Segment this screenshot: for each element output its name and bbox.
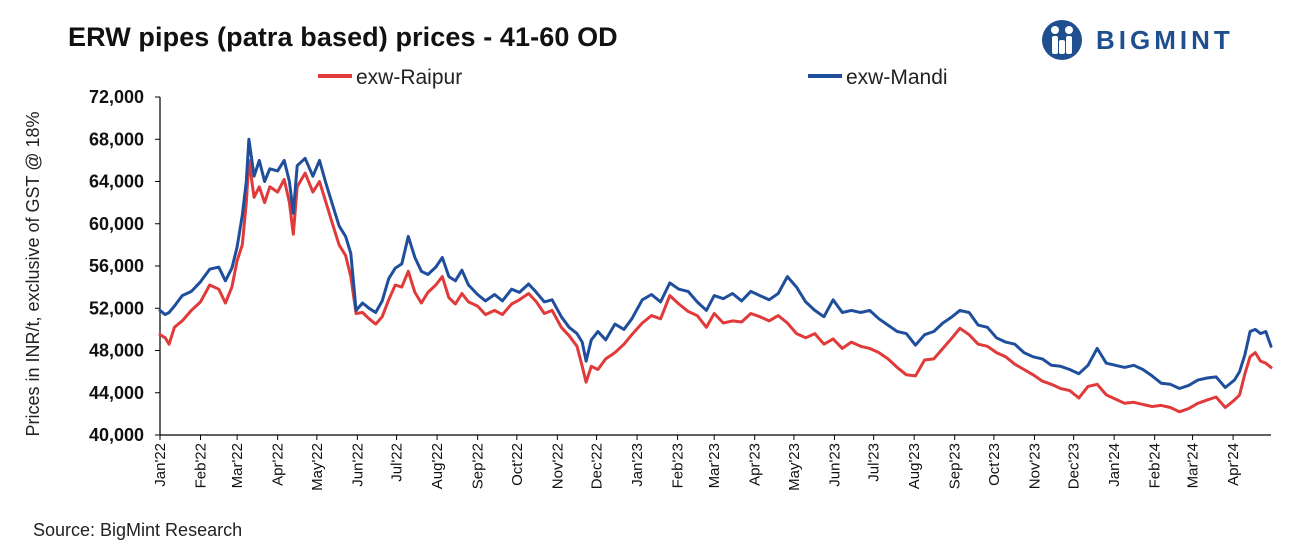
- series-group: [158, 137, 1273, 414]
- x-tick-label: May'22: [309, 443, 326, 491]
- y-tick-label: 52,000: [89, 298, 144, 318]
- x-tick-label: Nov'23: [1026, 443, 1043, 489]
- y-tick-label: 44,000: [89, 383, 144, 403]
- legend-label-raipur: exw-Raipur: [356, 66, 463, 89]
- y-axis-label-group: Prices in INR/t, exclusive of GST @ 18%: [23, 111, 43, 436]
- x-tick-label: Mar'22: [229, 443, 246, 488]
- x-tick-label: Sep'22: [470, 443, 487, 489]
- x-axis-ticks: Jan'22 Feb'22 Mar'22 Apr'22 May'22 Jun'22 Jul'…: [152, 435, 1242, 491]
- x-tick-label: Jan'22: [152, 443, 169, 487]
- x-tick-label: Nov'22: [549, 443, 566, 489]
- x-tick-label: Dec'22: [589, 443, 606, 489]
- x-tick-label: Mar'23: [706, 443, 723, 488]
- y-tick-label: 68,000: [89, 129, 144, 149]
- x-tick-label: Feb'24: [1147, 443, 1164, 488]
- x-tick-label: Jan'24: [1106, 443, 1123, 487]
- x-tick-label: Jan'23: [629, 443, 646, 487]
- x-tick-label: Jun'22: [349, 443, 366, 487]
- x-tick-label: May'23: [786, 443, 803, 491]
- legend-swatch-mandi: [808, 74, 842, 79]
- legend-swatch-raipur: [318, 74, 352, 79]
- axes: [159, 97, 1271, 436]
- y-axis-label: Prices in INR/t, exclusive of GST @ 18%: [23, 111, 43, 436]
- bigmint-logo-icon: [1042, 20, 1082, 60]
- x-tick-label: Oct'22: [509, 443, 526, 486]
- y-tick-label: 48,000: [89, 341, 144, 361]
- y-tick-label: 60,000: [89, 214, 144, 234]
- x-tick-label: Jun'23: [826, 443, 843, 487]
- x-tick-label: Apr'23: [747, 443, 764, 486]
- source-note: Source: BigMint Research: [33, 520, 243, 540]
- x-tick-label: Sep'23: [947, 443, 964, 489]
- y-tick-label: 56,000: [89, 256, 144, 276]
- chart-title: ERW pipes (patra based) prices - 41-60 O…: [68, 22, 618, 52]
- x-tick-label: Oct'23: [986, 443, 1003, 486]
- y-axis-ticks: 40,000 44,000 48,000 52,000 56,000 60,000 64,0…: [89, 87, 160, 445]
- x-tick-label: Mar'24: [1185, 443, 1202, 488]
- x-tick-label: Aug'23: [906, 443, 923, 489]
- legend-item-mandi: exw-Mandi: [808, 66, 948, 90]
- x-tick-label: Jul'23: [866, 443, 883, 482]
- series-line-exw-raipur: [158, 158, 1273, 414]
- x-tick-label: Dec'23: [1066, 443, 1083, 489]
- x-tick-label: Apr'24: [1225, 443, 1242, 486]
- x-tick-label: Jul'22: [389, 443, 406, 482]
- brand-logo: BIGMINT: [1040, 18, 1280, 62]
- x-tick-label: Aug'22: [429, 443, 446, 489]
- brand-name: BIGMINT: [1096, 25, 1234, 55]
- y-tick-label: 40,000: [89, 425, 144, 445]
- y-tick-label: 72,000: [89, 87, 144, 107]
- x-tick-label: Feb'23: [670, 443, 687, 488]
- legend-item-raipur: exw-Raipur: [318, 66, 462, 90]
- x-tick-label: Feb'22: [193, 443, 210, 488]
- legend-label-mandi: exw-Mandi: [846, 66, 948, 89]
- series-line-exw-mandi: [158, 137, 1273, 390]
- x-tick-label: Apr'22: [270, 443, 287, 486]
- y-tick-label: 64,000: [89, 172, 144, 192]
